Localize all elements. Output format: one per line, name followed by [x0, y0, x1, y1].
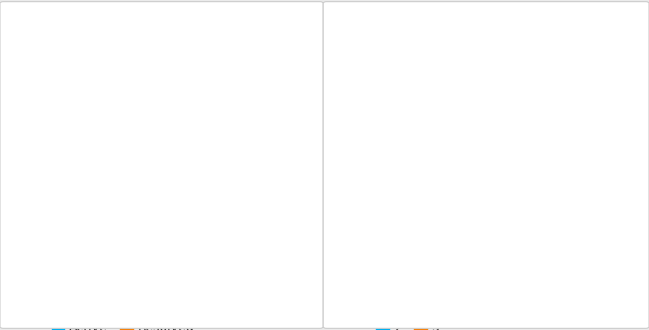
- Text: Apr: Apr: [205, 282, 224, 292]
- Text: Feb: Feb: [47, 282, 67, 292]
- Text: Mar: Mar: [47, 282, 67, 292]
- Text: Apr: Apr: [411, 282, 431, 292]
- Legend: Active, Resolved: Active, Resolved: [52, 321, 195, 330]
- Text: Active Bugs by Priority: Active Bugs by Priority: [370, 32, 543, 48]
- Legend: 2, 3: 2, 3: [376, 321, 439, 330]
- Text: ⋯: ⋯: [288, 39, 305, 56]
- Text: Active Bugs by State: Active Bugs by State: [45, 32, 204, 48]
- Text: ⋯: ⋯: [613, 39, 630, 56]
- Text: Mar: Mar: [371, 282, 392, 292]
